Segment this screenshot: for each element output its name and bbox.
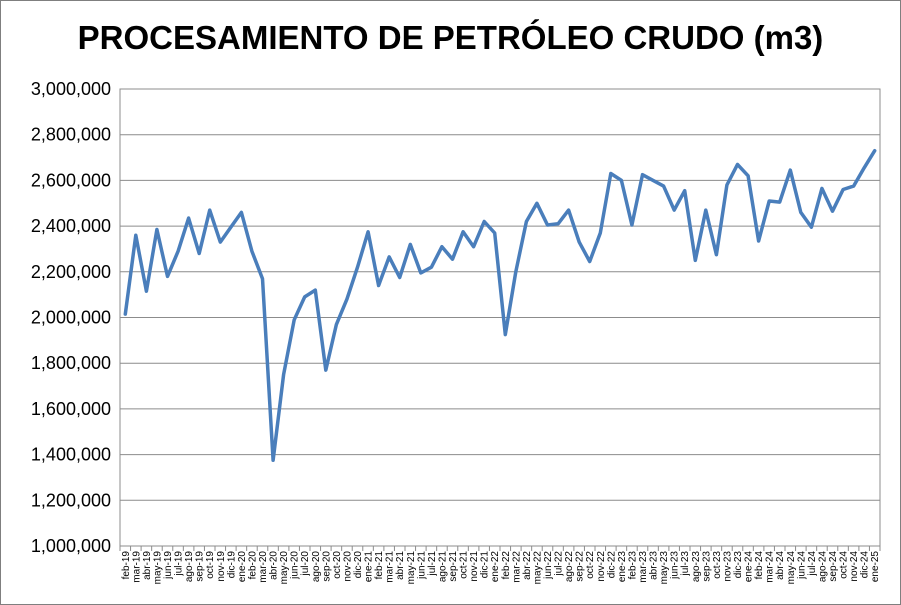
x-tick-label: may-21 bbox=[406, 551, 417, 585]
y-tick-label: 1,200,000 bbox=[31, 490, 111, 510]
x-tick-label: nov-20 bbox=[342, 551, 353, 582]
x-tick-label: sep-21 bbox=[448, 551, 459, 582]
x-tick-label: ago-22 bbox=[564, 551, 575, 583]
x-tick-label: dic-19 bbox=[226, 551, 237, 579]
x-tick-label: ene-20 bbox=[237, 551, 248, 583]
x-tick-label: mar-20 bbox=[258, 551, 269, 583]
x-tick-label: sep-24 bbox=[828, 551, 839, 582]
x-tick-label: may-24 bbox=[786, 551, 797, 585]
x-tick-label: feb-20 bbox=[247, 551, 258, 580]
x-tick-label: abr-21 bbox=[395, 551, 406, 580]
x-tick-label: nov-22 bbox=[596, 551, 607, 582]
x-tick-label: jun-23 bbox=[670, 551, 681, 580]
x-tick-label: jul-19 bbox=[174, 551, 185, 577]
x-tick-label: sep-23 bbox=[701, 551, 712, 582]
x-tick-label: jun-22 bbox=[543, 551, 554, 580]
x-tick-label: jul-20 bbox=[300, 551, 311, 577]
x-tick-label: oct-23 bbox=[712, 551, 723, 579]
x-tick-label: may-22 bbox=[532, 551, 543, 585]
x-tick-label: jul-22 bbox=[554, 551, 565, 577]
x-tick-label: sep-19 bbox=[195, 551, 206, 582]
y-tick-label: 3,000,000 bbox=[31, 79, 111, 99]
x-tick-label: jun-19 bbox=[163, 551, 174, 580]
x-tick-label: feb-23 bbox=[627, 551, 638, 580]
x-tick-label: jun-20 bbox=[290, 551, 301, 580]
x-tick-label: nov-24 bbox=[849, 551, 860, 582]
x-tick-label: ene-22 bbox=[490, 551, 501, 583]
series-line bbox=[123, 148, 877, 463]
x-tick-label: sep-20 bbox=[321, 551, 332, 582]
x-tick-label: oct-24 bbox=[839, 551, 850, 579]
y-tick-label: 2,600,000 bbox=[31, 170, 111, 190]
y-tick-label: 1,600,000 bbox=[31, 399, 111, 419]
x-tick-label: jul-24 bbox=[807, 551, 818, 577]
y-tick-label: 2,000,000 bbox=[31, 308, 111, 328]
y-tick-label: 2,200,000 bbox=[31, 262, 111, 282]
x-tick-label: abr-19 bbox=[142, 551, 153, 580]
x-tick-label: ago-23 bbox=[691, 551, 702, 583]
x-tick-label: abr-24 bbox=[775, 551, 786, 580]
y-tick-label: 2,800,000 bbox=[31, 125, 111, 145]
x-tick-label: dic-24 bbox=[860, 551, 871, 579]
chart-title: PROCESAMIENTO DE PETRÓLEO CRUDO (m3) bbox=[77, 19, 824, 56]
y-tick-label: 1,000,000 bbox=[31, 536, 111, 556]
x-tick-label: jul-23 bbox=[680, 551, 691, 577]
x-tick-label: mar-19 bbox=[131, 551, 142, 583]
x-tick-label: ene-23 bbox=[617, 551, 628, 583]
x-tick-label: may-20 bbox=[279, 551, 290, 585]
x-tick-label: jun-21 bbox=[416, 551, 427, 580]
x-tick-label: abr-22 bbox=[522, 551, 533, 580]
x-tick-label: oct-22 bbox=[585, 551, 596, 579]
x-tick-label: dic-21 bbox=[480, 551, 491, 579]
y-tick-label: 1,400,000 bbox=[31, 445, 111, 465]
x-tick-label: ago-19 bbox=[184, 551, 195, 583]
x-tick-label: sep-22 bbox=[575, 551, 586, 582]
x-tick-label: jun-24 bbox=[796, 551, 807, 580]
x-tick-label: abr-23 bbox=[649, 551, 660, 580]
y-tick-label: 1,800,000 bbox=[31, 353, 111, 373]
x-tick-label: abr-20 bbox=[269, 551, 280, 580]
x-tick-label: ene-25 bbox=[870, 551, 881, 583]
x-tick-label: ago-24 bbox=[817, 551, 828, 583]
x-tick-label: mar-22 bbox=[511, 551, 522, 583]
x-tick-label: oct-21 bbox=[459, 551, 470, 579]
x-tick-label: nov-21 bbox=[469, 551, 480, 582]
x-tick-label: may-23 bbox=[659, 551, 670, 585]
x-tick-label: jul-21 bbox=[427, 551, 438, 577]
x-tick-label: feb-19 bbox=[121, 551, 132, 580]
x-tick-label: feb-22 bbox=[501, 551, 512, 580]
x-tick-label: oct-20 bbox=[332, 551, 343, 579]
x-tick-label: ago-20 bbox=[311, 551, 322, 583]
x-tick-label: mar-23 bbox=[638, 551, 649, 583]
x-tick-label: mar-21 bbox=[385, 551, 396, 583]
x-tick-label: ago-21 bbox=[437, 551, 448, 583]
x-tick-label: dic-22 bbox=[606, 551, 617, 579]
x-tick-label: ene-24 bbox=[744, 551, 755, 583]
x-tick-label: feb-21 bbox=[374, 551, 385, 580]
x-tick-label: dic-23 bbox=[733, 551, 744, 579]
x-tick-label: feb-24 bbox=[754, 551, 765, 580]
x-tick-label: dic-20 bbox=[353, 551, 364, 579]
x-tick-label: oct-19 bbox=[205, 551, 216, 579]
y-tick-label: 2,400,000 bbox=[31, 216, 111, 236]
x-tick-label: nov-19 bbox=[216, 551, 227, 582]
x-tick-label: ene-21 bbox=[364, 551, 375, 583]
x-tick-label: may-19 bbox=[152, 551, 163, 585]
x-tick-label: mar-24 bbox=[765, 551, 776, 583]
x-tick-label: nov-23 bbox=[722, 551, 733, 582]
